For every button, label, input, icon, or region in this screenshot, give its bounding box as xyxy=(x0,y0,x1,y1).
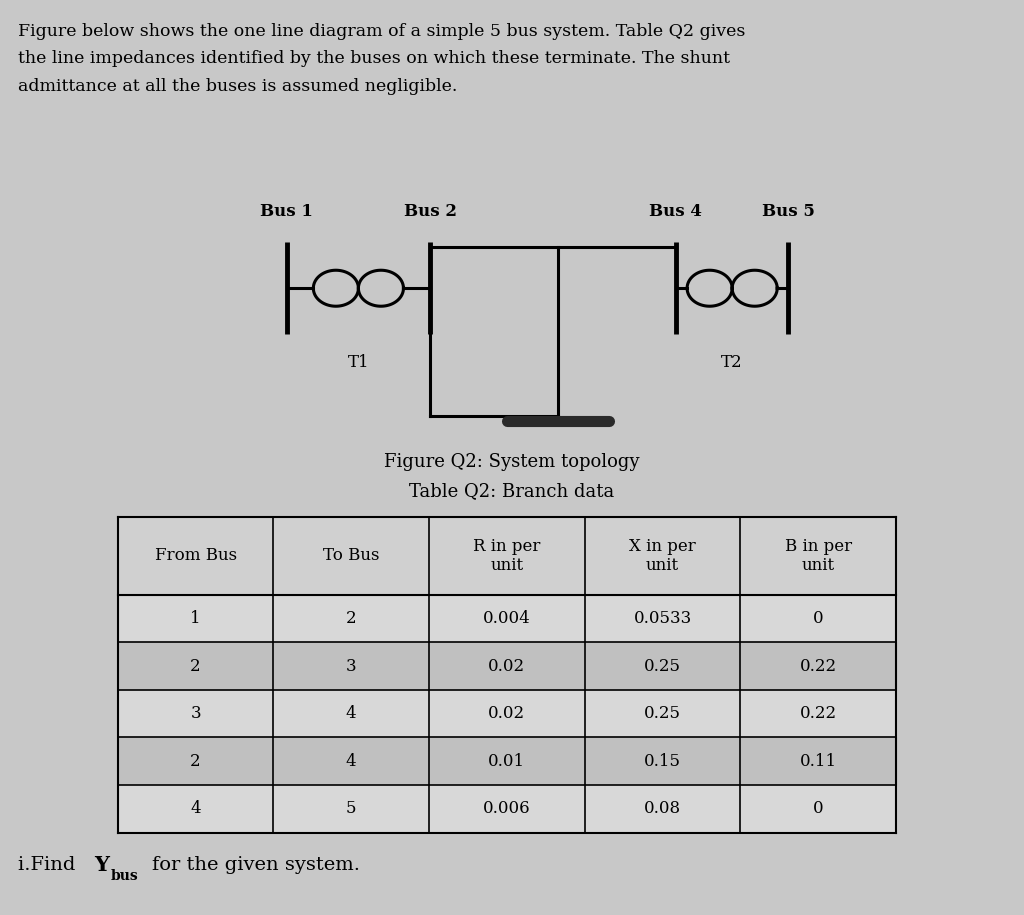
Text: 2: 2 xyxy=(190,753,201,770)
Text: 2: 2 xyxy=(346,610,356,627)
Text: Table Q2: Branch data: Table Q2: Branch data xyxy=(410,482,614,501)
Text: 4: 4 xyxy=(346,705,356,722)
Text: 0.02: 0.02 xyxy=(488,705,525,722)
Text: 0.08: 0.08 xyxy=(644,801,681,817)
Text: 0.01: 0.01 xyxy=(488,753,525,770)
Text: 0.006: 0.006 xyxy=(483,801,530,817)
Text: for the given system.: for the given system. xyxy=(152,856,359,874)
Text: T1: T1 xyxy=(347,354,370,371)
Text: 0: 0 xyxy=(813,801,823,817)
Bar xyxy=(118,642,896,690)
Text: 0.22: 0.22 xyxy=(800,705,837,722)
Text: bus: bus xyxy=(111,868,138,883)
Text: admittance at all the buses is assumed negligible.: admittance at all the buses is assumed n… xyxy=(18,78,458,95)
Text: From Bus: From Bus xyxy=(155,547,237,565)
Bar xyxy=(118,737,896,785)
Text: Bus 5: Bus 5 xyxy=(762,202,815,220)
Text: 0.25: 0.25 xyxy=(644,705,681,722)
Text: 0.0533: 0.0533 xyxy=(634,610,691,627)
Text: 0.11: 0.11 xyxy=(800,753,837,770)
Text: 1: 1 xyxy=(190,610,201,627)
Text: 5: 5 xyxy=(346,801,356,817)
Text: B in per
unit: B in per unit xyxy=(784,538,852,575)
Bar xyxy=(118,690,896,737)
Text: the line impedances identified by the buses on which these terminate. The shunt: the line impedances identified by the bu… xyxy=(18,50,730,68)
Text: Figure below shows the one line diagram of a simple 5 bus system. Table Q2 gives: Figure below shows the one line diagram … xyxy=(18,23,745,40)
Text: 0.15: 0.15 xyxy=(644,753,681,770)
Text: i.Find: i.Find xyxy=(18,856,82,874)
Text: Bus 4: Bus 4 xyxy=(649,202,702,220)
Text: 0.22: 0.22 xyxy=(800,658,837,674)
Text: R in per
unit: R in per unit xyxy=(473,538,541,575)
Text: Bus 2: Bus 2 xyxy=(403,202,457,220)
Text: 4: 4 xyxy=(346,753,356,770)
Text: 2: 2 xyxy=(190,658,201,674)
Text: 0.004: 0.004 xyxy=(483,610,530,627)
Text: X in per
unit: X in per unit xyxy=(629,538,696,575)
Text: To Bus: To Bus xyxy=(323,547,380,565)
Bar xyxy=(118,785,896,833)
Text: T2: T2 xyxy=(721,354,743,371)
Text: 0: 0 xyxy=(813,610,823,627)
Text: 3: 3 xyxy=(190,705,201,722)
Bar xyxy=(118,595,896,642)
Text: 0.25: 0.25 xyxy=(644,658,681,674)
Text: 4: 4 xyxy=(190,801,201,817)
Text: Bus 1: Bus 1 xyxy=(260,202,313,220)
Text: Figure Q2: System topology: Figure Q2: System topology xyxy=(384,453,640,471)
Bar xyxy=(118,517,896,595)
Text: Y: Y xyxy=(94,855,110,875)
Text: 0.02: 0.02 xyxy=(488,658,525,674)
Text: 3: 3 xyxy=(346,658,356,674)
